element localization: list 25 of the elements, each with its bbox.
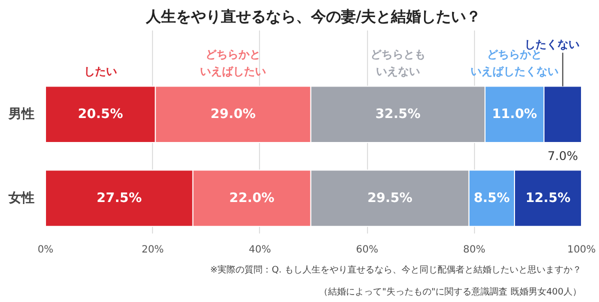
text: 20.5% [78,106,123,122]
text: 29.5% [367,190,412,206]
text: 29.0% [210,106,256,122]
text: （結婚によって"失ったもの"に関する意識調査 既婚男女400人） [319,286,582,298]
series-label: どちらかといえばしたい [200,48,266,78]
series-label: したい [84,64,117,78]
text: 22.0% [229,190,274,206]
text: 8.5% [474,190,510,206]
text: 27.5% [96,190,142,206]
text: 12.5% [525,190,571,206]
x-tick-label: 80% [463,244,486,256]
series-label: どちらともいえない [370,48,426,78]
y-tick-label: 女性 [8,190,34,206]
x-tick-label: 0% [38,244,54,256]
y-tick-label: 男性 [8,106,34,122]
x-tick-label: 20% [142,244,164,256]
text: 32.5% [375,106,420,122]
x-tick-label: 100% [567,244,596,256]
text: 11.0% [492,106,538,122]
x-tick-label: 40% [248,244,272,256]
text: 7.0% [547,149,578,164]
x-tick-label: 60% [356,244,378,256]
text: ※実際の質問：Q. もし人生をやり直せるなら、今と同じ配偶者と結婚したいと思いますか？ [210,264,582,276]
text: したくない [524,38,580,52]
chart-title: 人生をやり直せるなら、今の妻/夫と結婚したい？ [144,8,482,26]
